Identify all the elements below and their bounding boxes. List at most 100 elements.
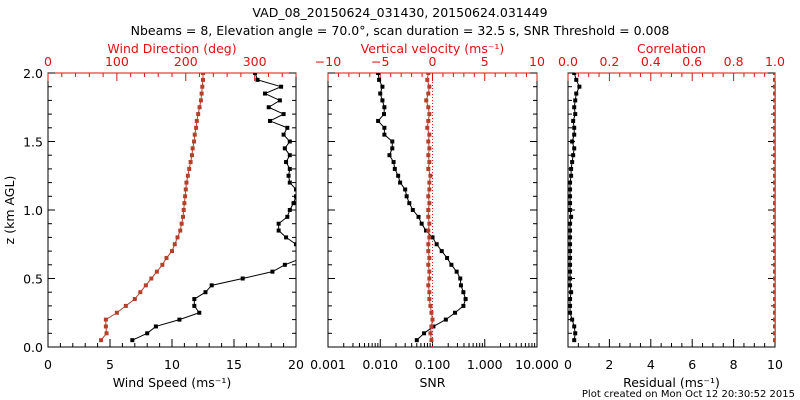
data-point bbox=[276, 221, 281, 226]
data-point bbox=[570, 160, 575, 165]
data-point bbox=[392, 166, 397, 171]
data-point bbox=[569, 173, 574, 178]
x-tick-label: 6 bbox=[688, 357, 696, 372]
top-tick-label: 300 bbox=[243, 54, 267, 69]
data-point bbox=[426, 214, 431, 219]
data-point bbox=[427, 255, 432, 260]
figure-title: VAD_08_20150624_031430, 20150624.031449 bbox=[252, 5, 547, 20]
data-point bbox=[194, 125, 199, 130]
data-point bbox=[203, 290, 208, 295]
data-point bbox=[426, 105, 431, 110]
x-tick-label: 10.000 bbox=[515, 357, 559, 372]
data-point bbox=[287, 139, 292, 144]
data-point bbox=[287, 153, 292, 158]
data-point bbox=[573, 112, 578, 117]
data-point bbox=[773, 73, 775, 75]
data-point bbox=[458, 283, 463, 288]
data-point bbox=[199, 91, 204, 96]
data-point bbox=[773, 303, 775, 308]
data-point bbox=[160, 262, 165, 267]
panel-2: 0.001 0.010 0.100 1.000 10.000 SNR −10 −5 0 5 10 Ve… bbox=[310, 41, 559, 390]
data-point bbox=[181, 214, 186, 219]
data-point bbox=[427, 201, 432, 206]
data-point bbox=[572, 125, 577, 130]
data-point bbox=[773, 91, 775, 96]
data-point bbox=[427, 180, 432, 185]
data-point bbox=[154, 269, 159, 274]
data-point bbox=[574, 77, 579, 82]
data-point bbox=[773, 324, 775, 329]
x-tick-label: 15 bbox=[226, 357, 242, 372]
plot-frame bbox=[47, 72, 297, 348]
data-point bbox=[382, 112, 387, 117]
top-tick-label: 0.2 bbox=[599, 54, 619, 69]
data-point bbox=[568, 276, 573, 281]
data-point bbox=[192, 139, 197, 144]
data-point bbox=[453, 310, 458, 315]
data-point bbox=[284, 235, 289, 240]
top-tick-label: 0 bbox=[429, 54, 437, 69]
data-point bbox=[198, 98, 203, 103]
data-point bbox=[773, 139, 775, 144]
data-point bbox=[427, 269, 432, 274]
data-point bbox=[568, 194, 573, 199]
data-point bbox=[427, 132, 432, 137]
data-point bbox=[423, 228, 428, 233]
data-point bbox=[572, 146, 577, 151]
data-point bbox=[294, 242, 296, 247]
data-point bbox=[426, 73, 431, 75]
data-point bbox=[287, 180, 292, 185]
data-point bbox=[454, 269, 459, 274]
data-point bbox=[382, 105, 387, 110]
data-point bbox=[773, 173, 775, 178]
data-point bbox=[773, 132, 775, 137]
data-point bbox=[391, 160, 396, 165]
data-point bbox=[143, 283, 148, 288]
data-point bbox=[568, 208, 573, 212]
data-point bbox=[429, 310, 434, 315]
data-point bbox=[458, 276, 463, 281]
data-point bbox=[424, 98, 429, 103]
data-point bbox=[773, 338, 775, 343]
data-point bbox=[773, 187, 775, 192]
top-tick-label: 1.0 bbox=[765, 54, 785, 69]
data-point bbox=[773, 214, 775, 219]
data-point bbox=[773, 276, 775, 281]
series-line-residual bbox=[569, 73, 580, 341]
y-tick-label: 0.5 bbox=[23, 272, 43, 287]
data-point bbox=[282, 146, 287, 151]
data-point bbox=[439, 249, 444, 254]
data-point bbox=[170, 249, 174, 254]
series-group bbox=[376, 73, 468, 343]
data-point bbox=[287, 208, 292, 212]
data-point bbox=[377, 77, 382, 82]
data-point bbox=[380, 98, 385, 103]
data-point bbox=[773, 221, 775, 226]
data-point bbox=[130, 338, 135, 343]
data-point bbox=[773, 331, 775, 336]
data-point bbox=[773, 297, 775, 302]
data-point bbox=[427, 290, 432, 295]
data-point bbox=[196, 112, 201, 117]
data-point bbox=[281, 112, 286, 117]
data-point bbox=[378, 91, 383, 96]
data-point bbox=[284, 160, 289, 165]
series-line-wind-direction bbox=[100, 73, 204, 341]
data-point bbox=[428, 331, 433, 336]
data-point bbox=[773, 77, 775, 82]
data-point bbox=[568, 269, 573, 274]
data-point bbox=[572, 132, 577, 137]
data-point bbox=[390, 139, 395, 144]
data-point bbox=[138, 290, 143, 295]
data-point bbox=[568, 201, 573, 206]
data-point bbox=[192, 297, 197, 302]
x-tick-label: 4 bbox=[647, 357, 655, 372]
data-point bbox=[426, 153, 431, 158]
data-point bbox=[574, 91, 579, 96]
data-point bbox=[172, 242, 177, 247]
data-point bbox=[568, 310, 573, 315]
data-point bbox=[197, 105, 202, 110]
data-point bbox=[773, 180, 775, 185]
data-point bbox=[300, 256, 304, 260]
y-tick-label: 0.0 bbox=[23, 340, 43, 355]
